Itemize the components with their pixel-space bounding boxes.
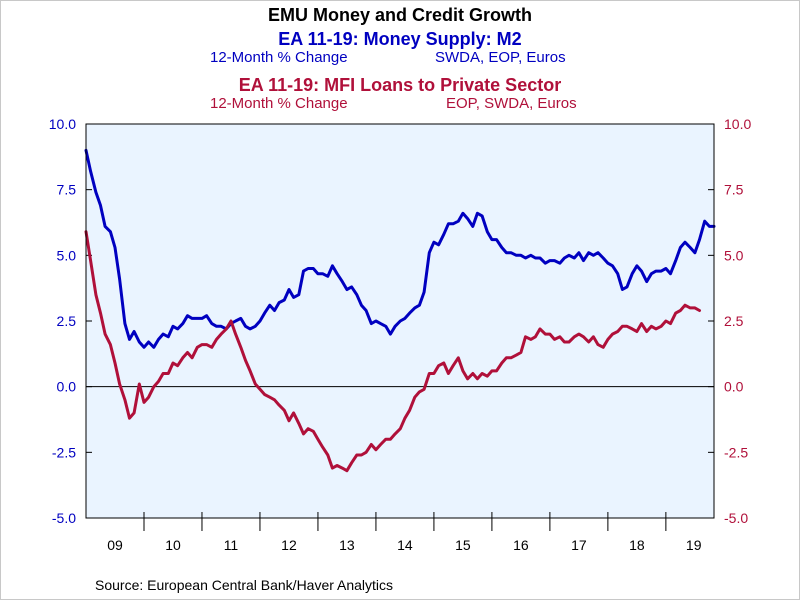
x-tick-label: 10	[165, 537, 181, 553]
series-m2-subtitle-right: SWDA, EOP, Euros	[435, 49, 566, 66]
series-loans-subtitle-right: EOP, SWDA, Euros	[446, 95, 577, 112]
series-loans-subtitle-left: 12-Month % Change	[210, 95, 348, 112]
y-tick-label-right: 5.0	[724, 247, 744, 263]
y-tick-label-right: -5.0	[724, 510, 748, 526]
x-tick-label: 13	[339, 537, 355, 553]
series-line-m2	[84, 148, 716, 349]
series-m2-name: EA 11-19: Money Supply: M2	[278, 29, 522, 49]
y-tick-label-left: 0.0	[57, 379, 77, 395]
x-tick-label: 18	[629, 537, 645, 553]
x-tick-label: 15	[455, 537, 471, 553]
axis-ticks: 10.0 10.0 7.5 7.5 5.0 5.0 2.5 2.5 0.0 0.0 -2.5 -2.5…	[49, 116, 752, 553]
x-tick-label: 11	[224, 537, 239, 553]
y-tick-label-left: 2.5	[57, 313, 77, 329]
x-tick-label: 17	[571, 537, 587, 553]
x-tick-label: 14	[397, 537, 413, 553]
x-tick-label: 12	[281, 537, 297, 553]
y-tick-label-right: -2.5	[724, 444, 748, 460]
series-loans-name: EA 11-19: MFI Loans to Private Sector	[238, 75, 562, 95]
y-tick-label-left: -5.0	[52, 510, 76, 526]
y-tick-label-right: 7.5	[724, 182, 744, 198]
y-tick-label-right: 10.0	[724, 116, 751, 132]
y-tick-label-left: 10.0	[49, 116, 76, 132]
x-tick-label: 09	[107, 537, 123, 553]
plot-border	[85, 123, 715, 519]
x-tick-label: 19	[686, 537, 702, 553]
series-m2-subtitle-left: 12-Month % Change	[210, 49, 348, 66]
x-tick-label: 16	[513, 537, 529, 553]
series-lines	[84, 148, 716, 473]
y-tick-label-left: -2.5	[52, 444, 76, 460]
series-line-loans	[84, 230, 701, 473]
source-note: Source: European Central Bank/Haver Anal…	[95, 577, 394, 593]
y-tick-label-right: 0.0	[724, 379, 744, 395]
chart-title: EMU Money and Credit Growth	[267, 5, 532, 25]
y-tick-label-left: 5.0	[57, 247, 77, 263]
y-tick-label-left: 7.5	[57, 182, 77, 198]
y-tick-label-right: 2.5	[724, 313, 744, 329]
